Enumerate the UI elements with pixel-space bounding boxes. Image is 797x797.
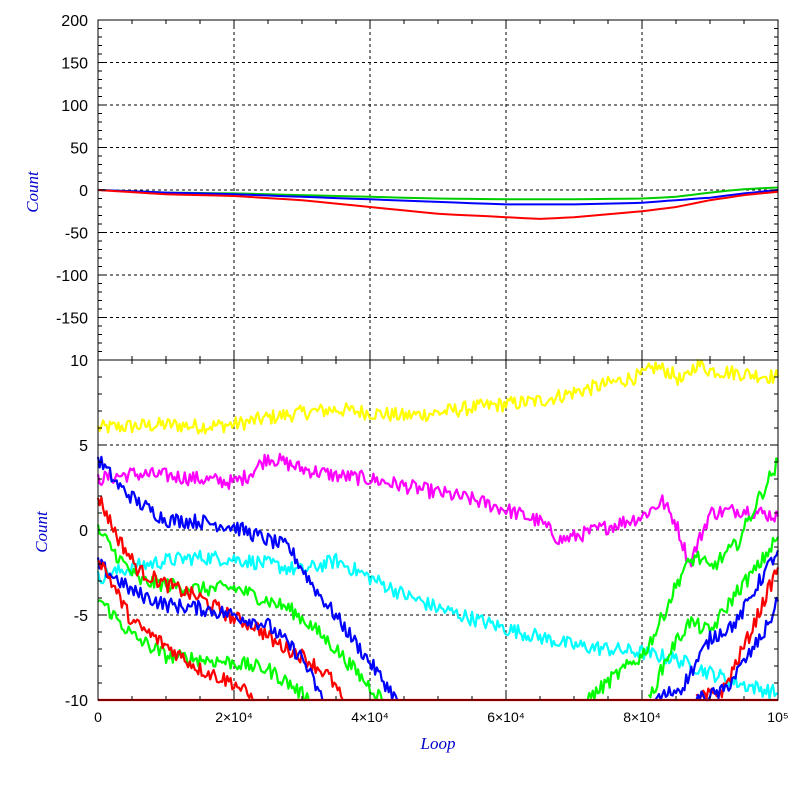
series-layer <box>96 186 780 702</box>
x-tick-label: 10⁵ <box>767 709 788 725</box>
top-series-line-2 <box>97 189 779 220</box>
bottom-series-line-9 <box>586 457 779 702</box>
top-series-line-1 <box>97 189 779 206</box>
top-y-tick-label: 200 <box>61 13 88 30</box>
bottom-series-line-1 <box>96 452 780 568</box>
bottom-series-line-2 <box>96 549 779 700</box>
bottom-series-line-8 <box>97 559 255 702</box>
bottom-y-tick-label: -10 <box>65 693 88 710</box>
top-y-tick-label: -100 <box>56 268 88 285</box>
x-tick-label: 6×10⁴ <box>487 709 525 725</box>
bottom-series-line-7 <box>97 599 310 702</box>
bottom-series-line-12 <box>695 567 780 700</box>
x-tick-label: 4×10⁴ <box>351 709 389 725</box>
bottom-series-line-10 <box>647 536 779 699</box>
bottom-y-tick-label: 10 <box>70 353 88 370</box>
bottom-y-tick-label: 0 <box>79 523 88 540</box>
top-y-tick-label: -50 <box>65 226 88 243</box>
bottom-y-tick-label: 5 <box>79 438 88 455</box>
bottom-y-tick-label: -5 <box>74 608 88 625</box>
bottom-series-line-11 <box>654 550 780 702</box>
bottom-series-line-4 <box>96 524 384 702</box>
top-y-tick-label: 150 <box>61 56 88 73</box>
x-tick-label: 0 <box>94 709 102 725</box>
top-y-tick-label: 0 <box>79 183 88 200</box>
bottom-series-line-6 <box>96 557 324 701</box>
top-y-tick-label: -150 <box>56 311 88 328</box>
grid-lines <box>98 20 778 700</box>
x-tick-label: 8×10⁴ <box>623 709 661 725</box>
top-y-axis-title: Count <box>23 170 42 213</box>
bottom-y-axis-title: Count <box>32 510 51 553</box>
bottom-series-line-0 <box>96 358 780 435</box>
bottom-series-line-3 <box>96 455 399 702</box>
top-y-tick-label: 100 <box>61 98 88 115</box>
x-tick-label: 2×10⁴ <box>215 709 253 725</box>
x-axis-title: Loop <box>420 734 456 753</box>
tick-layer <box>97 19 779 701</box>
top-y-tick-label: 50 <box>70 141 88 158</box>
